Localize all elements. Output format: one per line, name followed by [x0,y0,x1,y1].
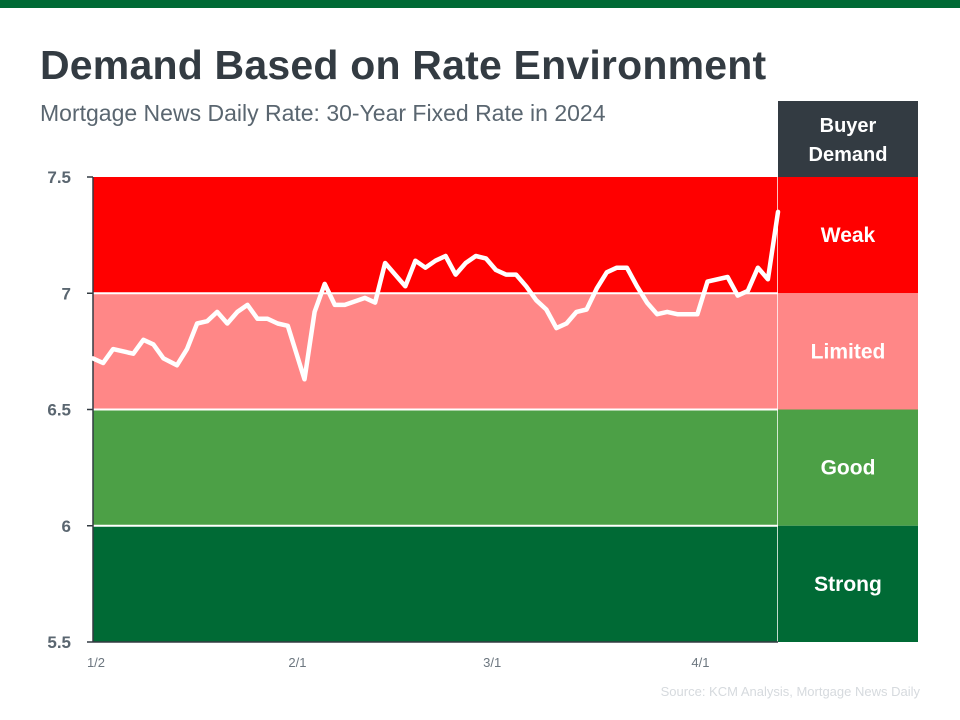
y-tick-label: 7.5 [47,168,71,187]
legend-cell-strong [778,525,918,642]
legend-header-line: Demand [809,144,888,166]
source-note: Source: KCM Analysis, Mortgage News Dail… [660,684,920,699]
band-weak [93,177,778,294]
legend-header [778,101,918,177]
x-tick-label: 1/2 [87,655,105,670]
legend-label-strong: Strong [814,573,882,596]
top-accent-bar [0,0,960,8]
y-axis-ticks: 7.5 7 6.5 6 5.5 [47,168,93,652]
legend-header-line: Buyer [820,115,877,137]
legend-header-label: Buyer Demand [809,115,888,166]
band-strong [93,525,778,642]
band-limited [93,293,778,410]
y-tick-label: 6 [62,517,71,536]
legend-cell-limited [778,293,918,410]
buyer-demand-column: Weak Limited Good Strong Buyer Demand [778,101,918,642]
band-good [93,409,778,526]
y-tick-label: 7 [62,284,71,303]
legend-label-limited: Limited [811,340,886,363]
rate-line [90,209,781,382]
x-axis-ticks: 1/2 2/1 3/1 4/1 [87,655,709,670]
legend-cell-good [778,409,918,526]
demand-bands [93,177,918,642]
x-tick-label: 2/1 [288,655,306,670]
y-tick-label: 6.5 [47,401,71,420]
legend-label-weak: Weak [821,224,876,247]
x-tick-label: 3/1 [483,655,501,670]
chart-title: Demand Based on Rate Environment [40,42,767,88]
x-tick-label: 4/1 [691,655,709,670]
legend-label-good: Good [821,457,876,480]
chart-subtitle: Mortgage News Daily Rate: 30-Year Fixed … [40,100,606,126]
rate-series [90,209,781,382]
legend-cell-weak [778,177,918,294]
y-tick-label: 5.5 [47,633,71,652]
